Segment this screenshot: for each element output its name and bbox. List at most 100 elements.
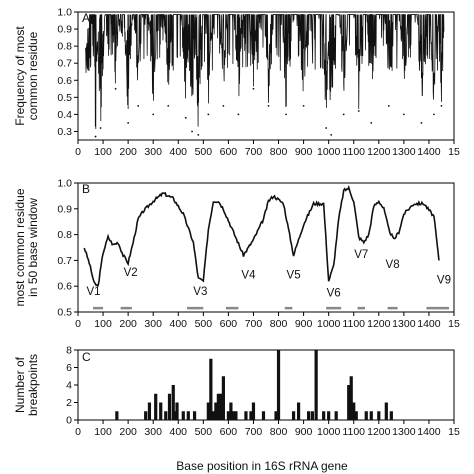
region-label: V9	[437, 275, 451, 287]
panel-b: B 1.0 0.9 0.8 0.7 0.6 0.50 100 200 300 400 500 600 70…	[13, 178, 460, 331]
x-tick-label: 500	[195, 318, 213, 330]
x-tick-label: 700	[245, 426, 263, 438]
x-tick-label: 100	[94, 318, 112, 330]
bar	[369, 411, 373, 420]
x-tick-label: 1000	[317, 146, 341, 158]
y-tick-label: 8	[66, 345, 72, 357]
x-tick-label: 1300	[392, 146, 416, 158]
region-label: V3	[193, 286, 207, 298]
valley-point	[370, 122, 373, 124]
x-tick-label: 700	[245, 146, 263, 158]
bar	[389, 411, 393, 420]
plot-frame	[77, 182, 455, 313]
y-tick-label: 6	[66, 362, 72, 374]
x-tick-label: 15	[448, 146, 460, 158]
x-tick-label: 0	[75, 426, 81, 438]
bar	[244, 411, 248, 420]
valley-point	[184, 116, 187, 119]
bar	[221, 376, 225, 420]
bar	[164, 411, 168, 420]
x-tick-label: 1300	[392, 426, 416, 438]
x-tick-label: 1200	[367, 318, 391, 330]
x-tick-label: 1000	[317, 318, 341, 330]
bar	[274, 411, 278, 420]
bar	[206, 402, 210, 420]
bar	[144, 411, 148, 420]
region-label: V6	[327, 288, 341, 300]
x-tick-label: 0	[75, 318, 81, 330]
y-tick-label: 0.6	[57, 281, 72, 293]
bar	[352, 402, 356, 420]
x-tick-label: 1000	[317, 426, 341, 438]
x-tick-label: 1400	[417, 426, 441, 438]
y-axis-label: most common residuein 50 base window	[13, 188, 40, 306]
bar	[115, 411, 119, 420]
valley-point	[285, 113, 287, 116]
x-tick-label: 400	[170, 146, 188, 158]
panel-letter: A	[82, 11, 90, 25]
y-tick-label: 0.9	[57, 203, 72, 215]
x-tick-label: 900	[295, 426, 313, 438]
region-label: V4	[241, 269, 256, 281]
valley-point	[167, 104, 170, 107]
valley-point	[191, 130, 193, 133]
bar	[384, 402, 388, 420]
bar	[175, 402, 179, 420]
bar	[322, 411, 326, 420]
plot-frame	[77, 11, 455, 141]
y-tick-label: 0.5	[57, 92, 72, 104]
y-tick-label: 1.0	[57, 178, 72, 190]
y-tick-label: 0.6	[57, 75, 72, 87]
bar	[154, 393, 158, 420]
x-tick-label: 600	[220, 318, 238, 330]
x-tick-label: 1400	[417, 146, 441, 158]
bar	[261, 411, 266, 420]
bar	[327, 411, 331, 420]
panel-a: A 1.0 0.9 0.8 0.7 0.6 0.5 0.4 0.30 100 200 300 400 50…	[13, 7, 460, 159]
bar	[219, 393, 223, 420]
bar	[334, 411, 338, 420]
x-tick-label: 800	[270, 318, 288, 330]
bar	[377, 411, 381, 420]
valley-point	[267, 104, 270, 107]
y-axis-label-line: Number of	[13, 356, 27, 413]
bar	[171, 385, 175, 420]
bar	[296, 402, 301, 420]
x-tick-label: 400	[170, 426, 188, 438]
x-tick-label: 900	[295, 146, 313, 158]
panel-letter: C	[82, 350, 91, 364]
bar	[234, 411, 238, 420]
y-tick-label: 0.9	[57, 24, 72, 36]
x-tick-label: 1200	[367, 146, 391, 158]
x-tick-label: 200	[119, 426, 137, 438]
valley-point	[222, 104, 225, 107]
bar	[276, 350, 281, 420]
y-tick-label: 0.4	[57, 109, 72, 121]
bar	[349, 376, 353, 420]
bar	[192, 411, 197, 420]
y-tick-label: 1.0	[57, 7, 72, 19]
valley-point	[433, 113, 435, 116]
bar	[291, 411, 296, 420]
x-tick-label: 800	[270, 426, 288, 438]
bar	[231, 411, 236, 420]
y-axis-label-line: breakpoints	[26, 354, 40, 416]
valley-point	[440, 104, 443, 107]
y-tick-label: 0.3	[57, 126, 72, 138]
y-axis-label: Number ofbreakpoints	[13, 354, 40, 416]
x-tick-label: 1200	[367, 426, 391, 438]
x-tick-label: 400	[170, 318, 188, 330]
x-tick-label: 900	[295, 318, 313, 330]
x-tick-label: 1400	[417, 318, 441, 330]
valley-point	[342, 113, 345, 116]
x-tick-label: 600	[220, 146, 238, 158]
x-tick-label: 100	[94, 426, 112, 438]
valley-point	[420, 122, 423, 124]
valley-point	[302, 104, 305, 107]
valley-point	[197, 133, 200, 136]
x-tick-label: 300	[144, 318, 162, 330]
x-tick-label: 200	[119, 146, 137, 158]
bar	[314, 350, 318, 420]
valley-point	[237, 113, 240, 116]
x-tick-label: 300	[144, 146, 162, 158]
